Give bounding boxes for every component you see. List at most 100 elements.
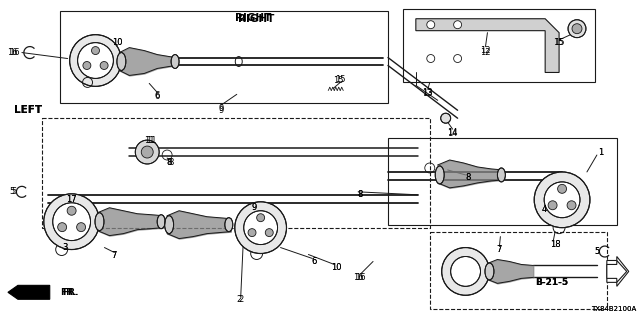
Circle shape — [451, 257, 481, 286]
Text: 5: 5 — [595, 247, 600, 256]
Text: 17: 17 — [67, 195, 77, 204]
Circle shape — [67, 206, 76, 215]
Text: 1: 1 — [598, 148, 604, 156]
Circle shape — [141, 146, 153, 158]
Circle shape — [454, 54, 461, 62]
Text: 8: 8 — [166, 158, 172, 167]
Ellipse shape — [157, 215, 165, 229]
Text: 16: 16 — [355, 273, 365, 282]
Circle shape — [77, 43, 113, 78]
Text: 2: 2 — [236, 295, 241, 304]
Text: 1: 1 — [598, 148, 604, 156]
Ellipse shape — [117, 52, 126, 70]
Circle shape — [77, 223, 86, 232]
Text: 5: 5 — [12, 187, 17, 196]
Text: 15: 15 — [553, 38, 563, 47]
Text: 10: 10 — [331, 263, 342, 272]
Text: 6: 6 — [154, 91, 160, 100]
Circle shape — [427, 54, 435, 62]
Text: 9: 9 — [251, 203, 256, 212]
Text: 8: 8 — [168, 158, 174, 167]
Circle shape — [248, 229, 256, 236]
Text: 7: 7 — [112, 251, 117, 260]
Text: 8: 8 — [357, 190, 363, 199]
Ellipse shape — [171, 54, 179, 68]
Text: 16: 16 — [8, 48, 19, 57]
Circle shape — [235, 202, 287, 253]
Text: 5: 5 — [10, 187, 15, 196]
Ellipse shape — [95, 213, 104, 231]
Polygon shape — [607, 260, 627, 282]
Text: LEFT: LEFT — [14, 105, 42, 115]
Text: FR.: FR. — [60, 288, 76, 297]
Text: 7: 7 — [497, 245, 502, 254]
Polygon shape — [607, 257, 628, 286]
Ellipse shape — [485, 263, 494, 280]
Text: 15: 15 — [554, 38, 564, 47]
Text: 6: 6 — [312, 257, 317, 266]
Text: 13: 13 — [422, 88, 433, 97]
Circle shape — [83, 61, 91, 69]
Text: 15: 15 — [335, 75, 346, 84]
Text: 4: 4 — [541, 205, 547, 214]
Circle shape — [442, 248, 490, 295]
Text: 11: 11 — [146, 136, 156, 145]
Text: FR.: FR. — [61, 288, 78, 297]
Circle shape — [567, 201, 576, 210]
Text: 6: 6 — [312, 257, 317, 266]
Circle shape — [52, 203, 90, 241]
Text: 3: 3 — [62, 243, 67, 252]
Ellipse shape — [435, 166, 444, 184]
Text: 5: 5 — [595, 247, 600, 256]
Circle shape — [557, 184, 566, 193]
Circle shape — [44, 194, 99, 250]
Circle shape — [568, 20, 586, 38]
Text: 12: 12 — [480, 46, 491, 55]
Text: 7: 7 — [112, 251, 117, 260]
Ellipse shape — [164, 216, 173, 234]
Text: 4: 4 — [541, 205, 547, 214]
Text: 18: 18 — [550, 240, 561, 249]
Text: TX84B2100A: TX84B2100A — [591, 306, 636, 312]
Circle shape — [265, 229, 273, 236]
Text: 15: 15 — [333, 76, 344, 85]
Text: 13: 13 — [422, 89, 433, 98]
Circle shape — [100, 61, 108, 69]
Text: 8: 8 — [465, 173, 470, 182]
Ellipse shape — [497, 168, 506, 182]
Polygon shape — [8, 285, 50, 299]
Text: 16: 16 — [6, 48, 17, 57]
Circle shape — [70, 35, 122, 86]
Text: RIGHT: RIGHT — [236, 13, 272, 23]
Text: RIGHT: RIGHT — [239, 14, 275, 24]
Circle shape — [257, 214, 264, 222]
Ellipse shape — [225, 218, 233, 232]
Text: B-21-5: B-21-5 — [536, 278, 569, 287]
Text: 14: 14 — [447, 128, 458, 137]
Text: 2: 2 — [238, 295, 243, 304]
Text: 14: 14 — [447, 129, 458, 138]
Circle shape — [58, 223, 67, 232]
Text: TX84B2100A: TX84B2100A — [591, 306, 636, 312]
Text: 12: 12 — [480, 48, 491, 57]
Circle shape — [135, 140, 159, 164]
Circle shape — [548, 201, 557, 210]
Text: 18: 18 — [550, 240, 561, 249]
Text: 9: 9 — [218, 106, 223, 115]
Text: 7: 7 — [497, 245, 502, 254]
Circle shape — [572, 24, 582, 34]
Circle shape — [544, 182, 580, 218]
Circle shape — [441, 113, 451, 123]
Circle shape — [427, 21, 435, 29]
Circle shape — [92, 47, 99, 54]
Text: 11: 11 — [144, 136, 154, 145]
Text: 6: 6 — [154, 92, 160, 101]
Text: 9: 9 — [251, 203, 256, 212]
Circle shape — [454, 21, 461, 29]
Text: 9: 9 — [218, 104, 223, 113]
Text: 8: 8 — [465, 173, 470, 182]
Text: 10: 10 — [112, 38, 123, 47]
Polygon shape — [416, 19, 559, 72]
Text: LEFT: LEFT — [14, 105, 42, 115]
Text: 8: 8 — [357, 190, 363, 199]
